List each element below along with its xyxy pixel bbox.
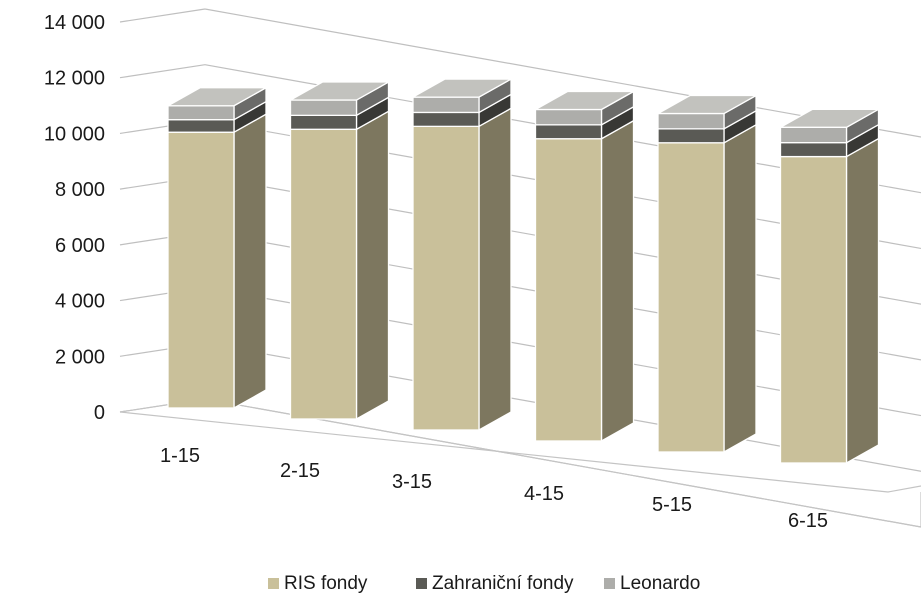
bar-side xyxy=(478,107,512,432)
bar-side xyxy=(723,123,757,454)
bar-side xyxy=(233,113,267,410)
bars xyxy=(165,77,881,465)
bar-segment-front xyxy=(289,128,358,420)
bar-top xyxy=(533,90,636,111)
y-tick-label: 12 000 xyxy=(44,68,105,90)
bar-segment-front xyxy=(412,111,480,128)
y-tick-label: 6 000 xyxy=(55,235,105,257)
x-category-label: 5-15 xyxy=(652,494,692,516)
bar-side xyxy=(355,110,390,421)
bar-segment-front xyxy=(167,105,235,121)
bar-top xyxy=(655,94,759,115)
bar-side xyxy=(845,137,880,465)
bar-segment-front xyxy=(779,155,848,464)
x-category-label: 6-15 xyxy=(788,510,828,532)
bar-segment-front xyxy=(289,99,358,117)
bar-segment-front xyxy=(657,112,725,130)
x-category-label: 2-15 xyxy=(280,460,320,482)
bar-segment-front xyxy=(779,141,848,158)
bar-top xyxy=(288,81,391,101)
legend: RIS fondy Zahraniční fondy Leonardo xyxy=(268,573,700,594)
bar-segment-front xyxy=(412,96,480,114)
y-tick-label: 4 000 xyxy=(55,291,105,313)
y-tick-label: 0 xyxy=(94,402,105,424)
bar-segment-front xyxy=(657,128,725,144)
bar-top xyxy=(165,87,269,107)
bar-segment-front xyxy=(779,126,848,144)
x-category-label: 4-15 xyxy=(524,483,564,505)
legend-swatch xyxy=(268,578,279,589)
floor-edge-front xyxy=(119,411,889,493)
y-tick-label: 2 000 xyxy=(55,346,105,368)
bar-segment-front xyxy=(167,131,235,409)
legend-swatch xyxy=(604,578,615,589)
bar-segment-front xyxy=(657,142,725,453)
y-tick-label: 8 000 xyxy=(55,179,105,201)
bar-side xyxy=(600,119,635,443)
bar-top xyxy=(778,108,881,128)
bar-segment-front xyxy=(289,114,358,130)
x-axis-categories: 1-15 2-15 3-15 4-15 5-15 6-15 xyxy=(160,445,828,532)
gridline-left-edge xyxy=(119,8,206,23)
legend-label: RIS fondy xyxy=(284,573,368,594)
y-tick-label: 10 000 xyxy=(44,123,105,145)
bar-segment-front xyxy=(167,119,235,133)
floor-edge-right xyxy=(887,485,921,493)
gridline-left-edge xyxy=(119,64,206,79)
floor-edge-back xyxy=(119,398,921,528)
y-tick-label: 14 000 xyxy=(44,12,105,34)
bar-segment-front xyxy=(412,125,480,431)
legend-label: Leonardo xyxy=(620,573,700,594)
bar-segment-front xyxy=(534,138,603,442)
legend-label: Zahraniční fondy xyxy=(432,573,574,594)
bar-segment-front xyxy=(534,124,603,140)
x-category-label: 1-15 xyxy=(160,445,200,467)
y-axis-ticks: 0 2 000 4 000 6 000 8 000 10 000 12 000 14 000 xyxy=(44,12,105,424)
bar-segment-front xyxy=(534,108,603,126)
legend-swatch xyxy=(416,578,427,589)
chart-floor xyxy=(119,398,921,528)
x-category-label: 3-15 xyxy=(392,471,432,493)
bar-top xyxy=(410,78,514,98)
